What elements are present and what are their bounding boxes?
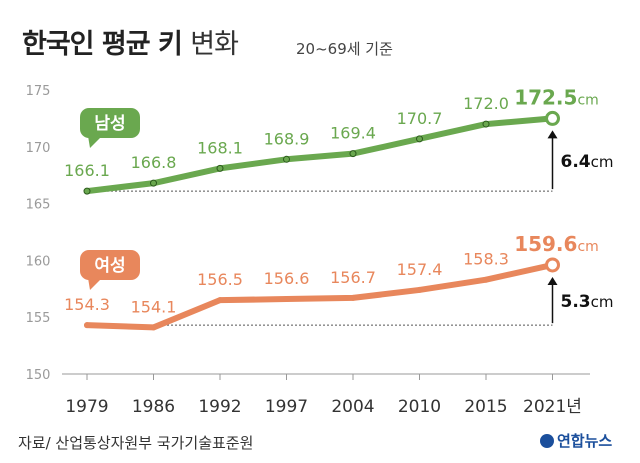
source-note: 자료/ 산업통상자원부 국가기술표준원 (18, 434, 254, 452)
data-label: 156.7 (330, 268, 376, 287)
y-tick-label: 160 (26, 254, 51, 269)
series-name-label: 남성 (94, 114, 125, 134)
chart-subtitle: 20~69세 기준 (296, 40, 393, 58)
y-tick-label: 175 (26, 84, 51, 99)
x-tick-label: 1997 (265, 397, 308, 417)
title-light: 변화 (190, 29, 239, 60)
x-tick-label: 1986 (132, 397, 175, 417)
series-line (84, 115, 556, 195)
x-tick-label: 1992 (198, 397, 241, 417)
data-point (150, 179, 157, 187)
series-name-label: 여성 (94, 256, 125, 276)
data-point (350, 294, 356, 301)
data-point (416, 286, 423, 293)
chart-title: 한국인 평균 키 변화 (22, 22, 239, 61)
data-label: 156.5 (197, 270, 243, 289)
series-badge-pointer (88, 278, 102, 290)
data-label: 154.1 (131, 297, 177, 316)
y-tick-label: 150 (26, 368, 51, 383)
data-label: 157.4 (397, 260, 443, 279)
data-point (349, 150, 357, 158)
data-label-last: 172.5cm (514, 85, 599, 109)
title-bold: 한국인 평균 키 (22, 29, 183, 60)
brand-logo: 연합뉴스 (540, 430, 612, 451)
data-label: 168.9 (264, 129, 310, 148)
data-label: 166.1 (64, 161, 110, 180)
data-point (216, 164, 224, 172)
change-label: 5.3cm (561, 292, 614, 312)
data-point (217, 297, 223, 304)
change-label: 6.4cm (561, 152, 614, 172)
x-tick-label: 1979 (65, 397, 108, 417)
data-label-last: 159.6cm (514, 232, 599, 256)
brand-icon (540, 434, 554, 448)
x-tick-label: 2015 (464, 397, 507, 417)
data-label: 169.4 (330, 124, 376, 143)
data-point (482, 120, 490, 128)
data-label: 158.3 (463, 250, 509, 269)
data-point-last (545, 257, 560, 273)
brand-name: 연합뉴스 (557, 432, 613, 450)
y-tick-label: 170 (26, 141, 51, 156)
data-point (84, 322, 90, 329)
x-tick-label: 2010 (398, 397, 441, 417)
series-badge (80, 108, 140, 138)
data-point-last (545, 110, 560, 126)
data-label: 154.3 (64, 295, 110, 314)
series-badge (80, 250, 140, 280)
data-point (83, 187, 91, 195)
change-arrow-head (547, 276, 558, 285)
x-tick-label: 2021년 (523, 397, 582, 417)
data-label: 166.8 (131, 153, 177, 172)
data-point (283, 155, 290, 163)
y-tick-label: 155 (26, 311, 51, 326)
data-label: 156.6 (264, 269, 310, 288)
y-tick-label: 165 (26, 198, 51, 213)
series-badge-pointer (88, 136, 102, 148)
data-point (150, 324, 157, 331)
data-point (483, 276, 489, 283)
series-line (84, 261, 556, 331)
data-label: 168.1 (197, 138, 243, 157)
data-point (416, 135, 423, 143)
data-point (283, 296, 290, 303)
data-label: 172.0 (463, 94, 509, 113)
x-tick-label: 2004 (331, 397, 374, 417)
data-label: 170.7 (397, 109, 443, 128)
change-arrow-head (547, 130, 558, 139)
